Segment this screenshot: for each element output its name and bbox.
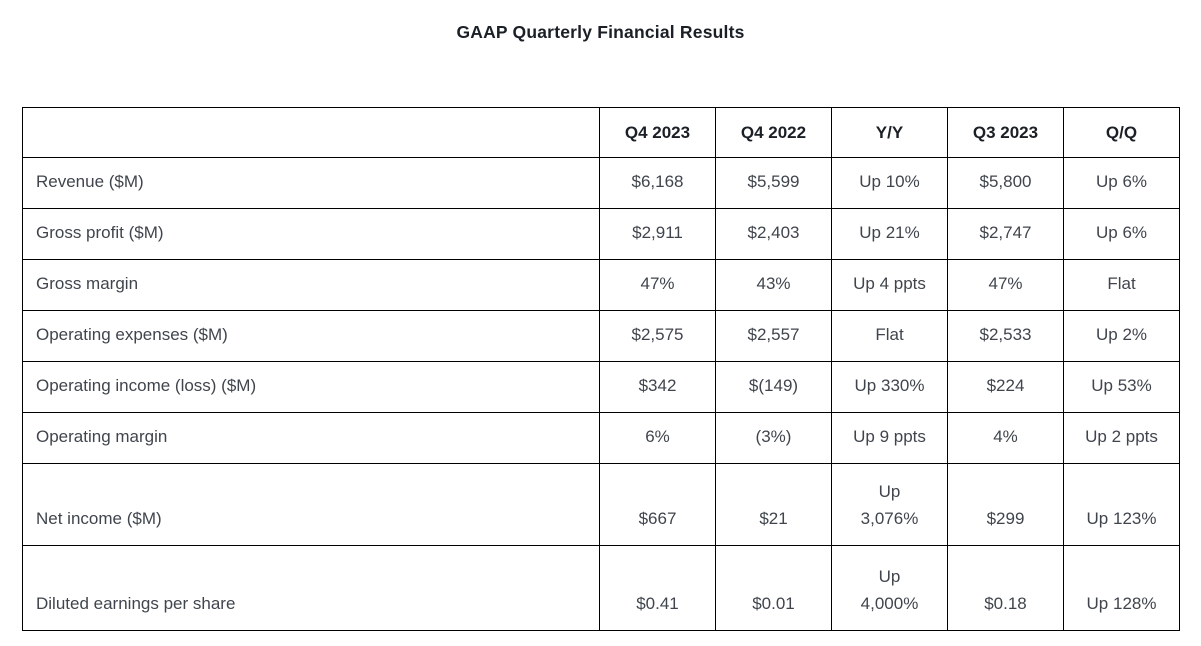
value-cell: $224 [947,361,1064,413]
value-cell: 43% [715,259,832,311]
row-label: Gross margin [22,259,600,311]
header-cell-qq: Q/Q [1063,107,1180,158]
value-cell: Up 3,076% [831,463,948,546]
value-cell: $5,800 [947,157,1064,209]
value-cell: Up 9 ppts [831,412,948,464]
header-cell-q3-2023: Q3 2023 [947,107,1064,158]
page-title: GAAP Quarterly Financial Results [456,22,745,42]
page: GAAP Quarterly Financial Results Q4 2023… [0,0,1201,631]
header-cell-q4-2023: Q4 2023 [599,107,716,158]
row-label: Gross profit ($M) [22,208,600,260]
value-cell: Up 4,000% [831,545,948,631]
row-label: Revenue ($M) [22,157,600,209]
value-cell: Up 4 ppts [831,259,948,311]
value-cell: Flat [1063,259,1180,311]
row-label: Operating expenses ($M) [22,310,600,362]
table-row-net-income: Net income ($M) $667 $21 Up 3,076% $299 … [22,463,1180,546]
value-cell: $21 [715,463,832,546]
table-row-diluted-eps: Diluted earnings per share $0.41 $0.01 U… [22,545,1180,631]
value-cell: Flat [831,310,948,362]
value-cell: $0.18 [947,545,1064,631]
value-cell: Up 6% [1063,157,1180,209]
value-cell: Up 21% [831,208,948,260]
table-row-gross-profit: Gross profit ($M) $2,911 $2,403 Up 21% $… [22,208,1180,260]
value-cell: Up 2 ppts [1063,412,1180,464]
value-cell: $0.01 [715,545,832,631]
table-row-revenue: Revenue ($M) $6,168 $5,599 Up 10% $5,800… [22,157,1180,209]
value-cell: 6% [599,412,716,464]
value-cell: $6,168 [599,157,716,209]
table-row-operating-margin: Operating margin 6% (3%) Up 9 ppts 4% Up… [22,412,1180,464]
value-cell: $667 [599,463,716,546]
row-label: Operating margin [22,412,600,464]
value-cell: 47% [947,259,1064,311]
value-cell: $(149) [715,361,832,413]
value-cell: $5,599 [715,157,832,209]
value-cell: (3%) [715,412,832,464]
row-label: Diluted earnings per share [22,545,600,631]
value-cell: 47% [599,259,716,311]
value-cell: Up 53% [1063,361,1180,413]
value-cell: Up 2% [1063,310,1180,362]
financial-results-table: Q4 2023 Q4 2022 Y/Y Q3 2023 Q/Q Revenue … [22,107,1180,631]
value-cell: Up 128% [1063,545,1180,631]
value-cell: $299 [947,463,1064,546]
table-row-operating-income: Operating income (loss) ($M) $342 $(149)… [22,361,1180,413]
value-cell: $2,911 [599,208,716,260]
value-cell: $2,403 [715,208,832,260]
header-cell-q4-2022: Q4 2022 [715,107,832,158]
value-cell: 4% [947,412,1064,464]
value-cell: $342 [599,361,716,413]
row-label: Net income ($M) [22,463,600,546]
value-cell: Up 6% [1063,208,1180,260]
table-row-operating-expenses: Operating expenses ($M) $2,575 $2,557 Fl… [22,310,1180,362]
value-cell: Up 123% [1063,463,1180,546]
value-cell: Up 330% [831,361,948,413]
table-row-gross-margin: Gross margin 47% 43% Up 4 ppts 47% Flat [22,259,1180,311]
value-cell: $2,533 [947,310,1064,362]
value-cell: $2,575 [599,310,716,362]
row-label: Operating income (loss) ($M) [22,361,600,413]
header-cell-empty [22,107,600,158]
value-cell: $2,747 [947,208,1064,260]
value-cell: $0.41 [599,545,716,631]
header-row: Q4 2023 Q4 2022 Y/Y Q3 2023 Q/Q [22,107,1180,158]
value-cell: $2,557 [715,310,832,362]
header-cell-yy: Y/Y [831,107,948,158]
value-cell: Up 10% [831,157,948,209]
